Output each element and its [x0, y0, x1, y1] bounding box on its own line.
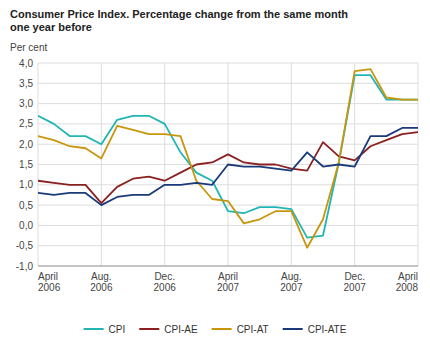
y-tick-label: 3,0	[19, 98, 33, 109]
legend-swatch	[212, 328, 232, 330]
y-tick-label: 0,0	[19, 220, 33, 231]
series-line	[38, 69, 418, 248]
y-tick-label: 3,5	[19, 78, 33, 89]
series-line	[38, 128, 418, 205]
y-tick-label: 0,5	[19, 200, 33, 211]
x-grid-line	[101, 63, 102, 266]
x-tick-label: April2006	[38, 271, 61, 293]
y-grid-line	[38, 266, 418, 267]
y-tick-label: 2,5	[19, 118, 33, 129]
legend-label: CPI-AT	[237, 324, 269, 335]
chart: Consumer Price Index. Percentage change …	[0, 0, 430, 345]
series-line	[38, 75, 418, 237]
legend-label: CPI	[109, 324, 126, 335]
x-grid-line	[418, 63, 419, 266]
y-tick-label: 4,0	[19, 58, 33, 69]
legend-label: CPI-AE	[164, 324, 198, 335]
legend-swatch	[139, 328, 159, 330]
y-axis-label: Per cent	[10, 42, 47, 53]
y-tick-label: 1,5	[19, 159, 33, 170]
x-tick-label: Dec.2007	[344, 271, 367, 293]
x-grid-line	[38, 63, 39, 266]
legend-item: CPI-ATE	[283, 324, 347, 335]
series-line	[38, 132, 418, 203]
legend-item: CPI-AT	[212, 324, 269, 335]
axes: -1,0 -0,5 0,0 0,5 1,0 1,5 2,0 2,5 3,0 3,5 4,0 April…	[16, 58, 419, 294]
x-axis-line	[38, 266, 418, 267]
x-grid-line	[164, 63, 165, 266]
x-tick-label: Aug.2007	[280, 271, 303, 293]
legend-item: CPI	[84, 324, 126, 335]
x-tick-label: April2008	[396, 271, 419, 293]
y-tick-label: 2,0	[19, 139, 33, 150]
legend-label: CPI-ATE	[308, 324, 347, 335]
legend-item: CPI-AE	[139, 324, 198, 335]
x-tick-label: Aug.2006	[90, 271, 113, 293]
legend-swatch	[84, 328, 104, 330]
title: Consumer Price Index. Percentage change …	[10, 8, 348, 33]
y-tick-label: -0,5	[16, 240, 34, 251]
grid	[38, 63, 418, 266]
x-grid-line	[291, 63, 292, 266]
y-tick-label: 1,0	[19, 179, 33, 190]
x-tick-label: April2007	[217, 271, 240, 293]
series-lines	[38, 69, 418, 248]
legend-swatch	[283, 328, 303, 330]
y-tick-label: -1,0	[16, 261, 34, 272]
x-tick-label: Dec.2006	[154, 271, 177, 293]
legend: CPI CPI-AE CPI-AT CPI-ATE	[84, 324, 347, 335]
